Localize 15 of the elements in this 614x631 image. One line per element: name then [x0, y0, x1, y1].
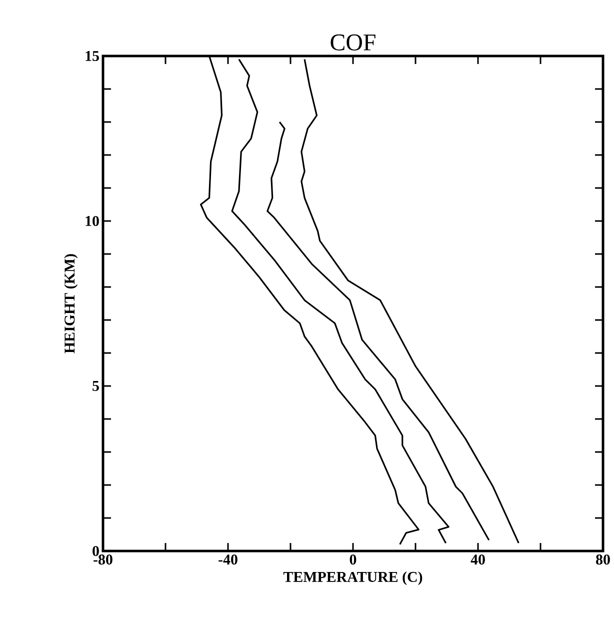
- x-tick-label: -40: [218, 554, 238, 565]
- y-tick-label: 10: [86, 216, 99, 226]
- chart-title: COF: [330, 34, 376, 50]
- x-axis-title: TEMPERATURE (C): [283, 571, 422, 585]
- line-series: [300, 58, 520, 544]
- x-tick-label: 0: [350, 554, 356, 565]
- line-series: [231, 58, 450, 544]
- y-axis-title: HEIGHT (KM): [64, 254, 78, 354]
- y-tick-label: 5: [92, 381, 99, 391]
- x-tick-label: 80: [596, 554, 610, 565]
- y-tick-label: 15: [86, 50, 99, 61]
- y-tick-label: 0: [92, 546, 99, 556]
- x-tick-label: 40: [470, 554, 485, 565]
- x-tick-label: -80: [94, 554, 112, 565]
- line-series: [266, 121, 490, 541]
